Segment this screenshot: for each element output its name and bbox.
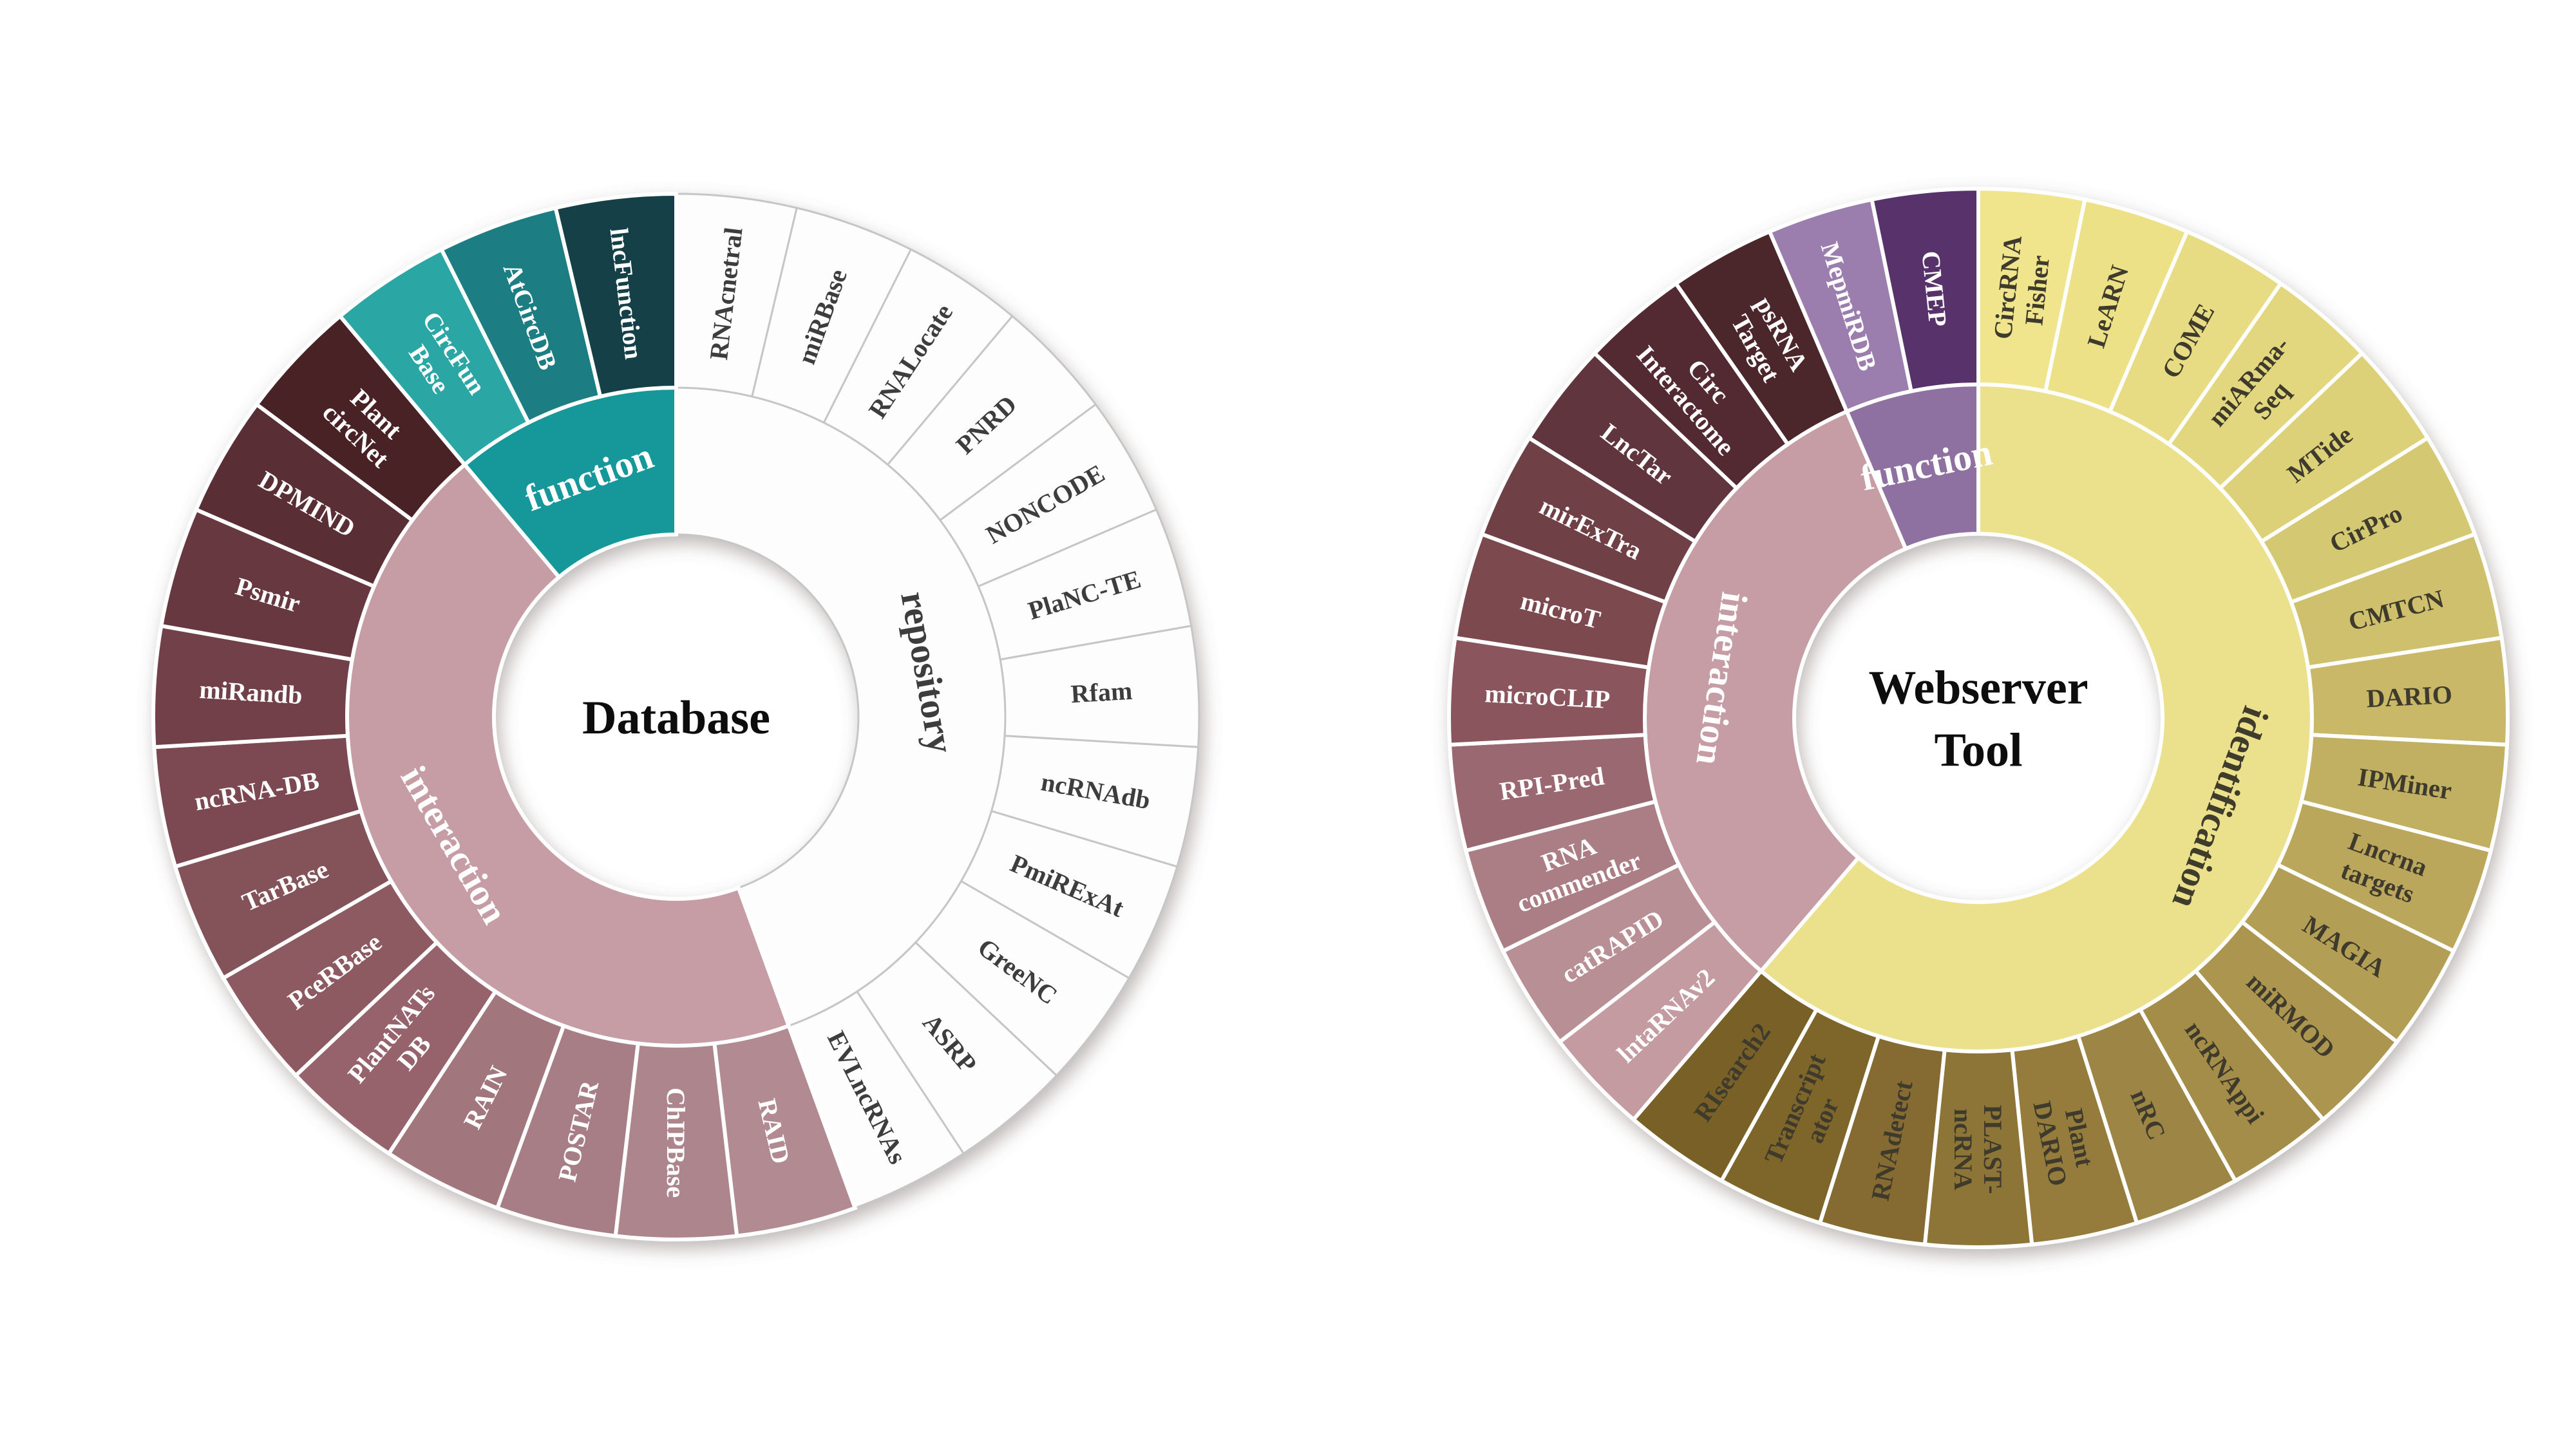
segment-lncfunction: [553, 191, 678, 399]
segment-label-plast-ncrna: PLAST-ncRNA: [1949, 1105, 2007, 1194]
segment-label-mirandb: miRandb: [198, 675, 303, 710]
chart-title-webserver-tool: Webserver Tool: [1868, 661, 2088, 777]
chart-title-database: Database: [582, 692, 770, 744]
segment-label-microclip: microCLIP: [1484, 679, 1611, 714]
segment-label-chipbase: ChIPBase: [661, 1088, 690, 1198]
segment-label-dario: DARIO: [2365, 680, 2452, 713]
segment-label-rfam: Rfam: [1070, 676, 1133, 708]
segments-webserver-tool: [1447, 186, 2510, 1249]
segment-cmep: [1869, 186, 1980, 394]
segments-database: [151, 191, 1200, 1242]
segment-label-plant-dario: PlantDARIO: [2027, 1093, 2102, 1189]
